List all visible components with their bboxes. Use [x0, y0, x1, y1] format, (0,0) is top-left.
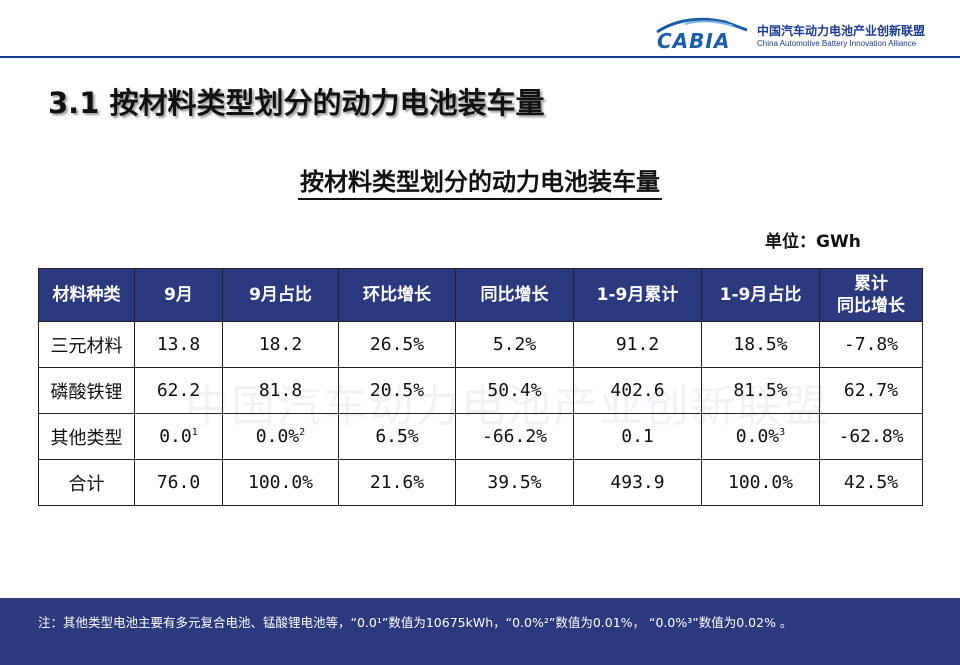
cell-yoy: 50.4%	[455, 367, 574, 414]
cell-yoy: 39.5%	[455, 459, 574, 506]
footnote-marker-2: 2	[299, 427, 306, 438]
cell-mom: 21.6%	[338, 459, 456, 506]
cabia-logo: CABIA 中国汽车动力电池产业创新联盟 China Automotive Ba…	[655, 14, 955, 54]
footer-note: 注：其他类型电池主要有多元复合电池、锰酸锂电池等，“0.0¹”数值为10675k…	[38, 615, 793, 630]
header-cum: 1-9月累计	[573, 268, 702, 322]
cell-mom: 20.5%	[338, 367, 456, 414]
car-silhouette-icon	[656, 17, 748, 34]
logo-wordmark: CABIA	[657, 29, 731, 53]
cell-type: 合计	[38, 459, 135, 506]
table-row: 其他类型 0.01 0.0%2 6.5% -66.2% 0.1 0.0%3 -6…	[38, 413, 923, 460]
header-cum-yoy: 累计 同比增长	[819, 268, 923, 322]
cell-cum: 402.6	[573, 367, 702, 414]
header-cum-share: 1-9月占比	[701, 268, 820, 322]
org-name-en: China Automotive Battery Innovation Alli…	[757, 39, 917, 48]
cell-mom: 26.5%	[338, 321, 456, 368]
table-row-total: 合计 76.0 100.0% 21.6% 39.5% 493.9 100.0% …	[38, 459, 923, 506]
cell-cum-yoy: -7.8%	[819, 321, 923, 368]
cell-yoy: -66.2%	[455, 413, 574, 460]
cell-sep-share-value: 0.0%	[255, 426, 300, 447]
cell-sep: 0.01	[134, 413, 223, 460]
slide-title: 3.1 按材料类型划分的动力电池装车量	[48, 86, 545, 120]
battery-volume-table: 材料种类 9月 9月占比 环比增长 同比增长 1-9月累计 1-9月占比 累计 …	[38, 268, 923, 506]
cell-cum-yoy: 42.5%	[819, 459, 923, 506]
top-bar: CABIA 中国汽车动力电池产业创新联盟 China Automotive Ba…	[0, 0, 960, 58]
table-row: 磷酸铁锂 62.2 81.8 20.5% 50.4% 402.6 81.5% 6…	[38, 367, 923, 414]
header-sep: 9月	[134, 268, 223, 322]
table-title: 按材料类型划分的动力电池装车量	[0, 162, 960, 200]
cell-sep-value: 0.0	[159, 426, 192, 447]
cell-sep: 13.8	[134, 321, 223, 368]
cell-type: 三元材料	[38, 321, 135, 368]
cell-cum-share-value: 0.0%	[735, 426, 780, 447]
cell-sep-share: 100.0%	[222, 459, 339, 506]
cell-cum: 0.1	[573, 413, 702, 460]
cell-mom: 6.5%	[338, 413, 456, 460]
cell-cum-share: 18.5%	[701, 321, 820, 368]
cell-cum-yoy: -62.8%	[819, 413, 923, 460]
cell-sep-share: 81.8	[222, 367, 339, 414]
cell-sep-share: 18.2	[222, 321, 339, 368]
cell-yoy: 5.2%	[455, 321, 574, 368]
cell-cum-share: 0.0%3	[701, 413, 820, 460]
cell-type: 其他类型	[38, 413, 135, 460]
cell-sep: 62.2	[134, 367, 223, 414]
footnote-marker-1: 1	[191, 427, 198, 438]
cell-type: 磷酸铁锂	[38, 367, 135, 414]
cell-cum-share: 100.0%	[701, 459, 820, 506]
header-material: 材料种类	[38, 268, 135, 322]
header-divider	[0, 56, 960, 58]
footnote-marker-3: 3	[779, 427, 786, 438]
table-row: 三元材料 13.8 18.2 26.5% 5.2% 91.2 18.5% -7.…	[38, 321, 923, 368]
header-yoy: 同比增长	[455, 268, 574, 322]
org-name-cn: 中国汽车动力电池产业创新联盟	[757, 24, 926, 38]
header-sep-share: 9月占比	[222, 268, 339, 322]
table-header-row: 材料种类 9月 9月占比 环比增长 同比增长 1-9月累计 1-9月占比 累计 …	[38, 268, 923, 322]
unit-label: 单位：GWh	[765, 232, 861, 252]
cell-cum: 91.2	[573, 321, 702, 368]
cell-cum-yoy: 62.7%	[819, 367, 923, 414]
cell-cum-share: 81.5%	[701, 367, 820, 414]
table-title-text: 按材料类型划分的动力电池装车量	[298, 168, 662, 200]
header-mom: 环比增长	[338, 268, 456, 322]
cell-cum: 493.9	[573, 459, 702, 506]
cell-sep-share: 0.0%2	[222, 413, 339, 460]
footer-bar: 注：其他类型电池主要有多元复合电池、锰酸锂电池等，“0.0¹”数值为10675k…	[0, 598, 960, 665]
cell-sep: 76.0	[134, 459, 223, 506]
